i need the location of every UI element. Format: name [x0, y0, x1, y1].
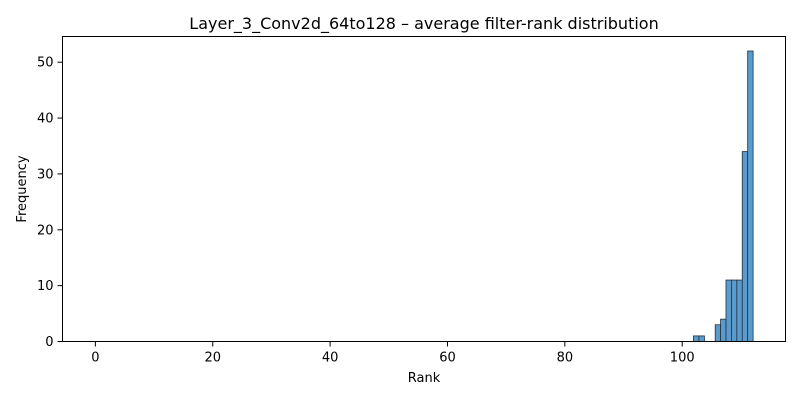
x-tick-label: 100 [670, 351, 695, 366]
histogram-bar-6 [725, 279, 732, 342]
y-tick-label: 20 [37, 223, 54, 238]
x-tick-label: 20 [204, 351, 221, 366]
y-tick-label: 0 [45, 335, 53, 350]
x-axis-label: Rank [408, 371, 441, 386]
y-tick-label: 40 [37, 112, 54, 127]
histogram-bar-9 [741, 151, 749, 342]
y-tick-label: 50 [37, 56, 54, 71]
bars-group [693, 50, 754, 342]
x-tick-label: 40 [322, 351, 339, 366]
y-tick-label: 10 [37, 279, 54, 294]
y-axis-ticks: 0 10 20 30 40 50 [37, 56, 63, 350]
chart-title: Layer_3_Conv2d_64to128 – average filter-… [189, 14, 658, 34]
plot-frame [62, 36, 786, 342]
histogram-bar-0 [693, 335, 700, 342]
x-tick-label: 60 [439, 351, 456, 366]
histogram-bar-7 [730, 279, 738, 342]
x-tick-label: 0 [91, 351, 99, 366]
y-tick-label: 30 [37, 167, 54, 182]
histogram-bar-4 [714, 324, 722, 342]
histogram-bar-8 [736, 279, 743, 342]
x-axis-ticks: 0 20 40 60 80 100 [91, 341, 695, 366]
y-axis-label: Frequency [15, 155, 30, 222]
histogram-bar-10 [747, 50, 754, 342]
x-tick-label: 80 [557, 351, 574, 366]
histogram-bar-1 [698, 335, 705, 342]
histogram-bar-5 [720, 318, 727, 342]
